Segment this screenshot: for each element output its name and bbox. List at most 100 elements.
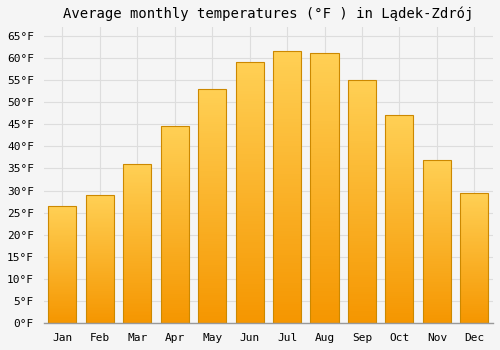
Bar [86, 272, 114, 273]
Bar [236, 250, 264, 253]
Bar [423, 192, 451, 194]
Bar [160, 150, 189, 152]
Bar [273, 304, 301, 307]
Bar [273, 239, 301, 241]
Bar [386, 145, 413, 147]
Bar [386, 215, 413, 217]
Bar [123, 257, 152, 258]
Bar [310, 288, 338, 291]
Bar [160, 237, 189, 239]
Bar [198, 107, 226, 110]
Bar [198, 183, 226, 185]
Bar [236, 253, 264, 256]
Bar [423, 297, 451, 299]
Bar [423, 284, 451, 286]
Bar [160, 164, 189, 166]
Bar [310, 164, 338, 167]
Bar [198, 112, 226, 114]
Bar [460, 244, 488, 245]
Bar [86, 254, 114, 255]
Bar [348, 262, 376, 265]
Bar [86, 250, 114, 251]
Bar [348, 287, 376, 289]
Bar [48, 205, 76, 207]
Bar [86, 264, 114, 266]
Bar [48, 314, 76, 315]
Bar [460, 212, 488, 214]
Bar [160, 245, 189, 246]
Bar [460, 227, 488, 228]
Bar [123, 191, 152, 193]
Bar [198, 157, 226, 159]
Bar [423, 227, 451, 228]
Bar [310, 188, 338, 191]
Bar [160, 320, 189, 321]
Bar [86, 313, 114, 314]
Bar [310, 183, 338, 186]
Bar [198, 199, 226, 201]
Bar [86, 314, 114, 316]
Bar [86, 195, 114, 196]
Bar [310, 240, 338, 242]
Bar [123, 178, 152, 180]
Bar [423, 161, 451, 163]
Bar [386, 219, 413, 222]
Bar [460, 289, 488, 291]
Bar [160, 288, 189, 290]
Bar [423, 237, 451, 238]
Bar [160, 284, 189, 286]
Bar [423, 302, 451, 304]
Bar [460, 310, 488, 312]
Bar [273, 138, 301, 141]
Bar [386, 309, 413, 311]
Bar [460, 223, 488, 224]
Bar [386, 294, 413, 296]
Bar [123, 167, 152, 169]
Bar [273, 217, 301, 220]
Bar [460, 199, 488, 201]
Bar [198, 100, 226, 103]
Bar [48, 243, 76, 244]
Bar [386, 153, 413, 155]
Bar [386, 238, 413, 240]
Bar [386, 180, 413, 182]
Bar [160, 294, 189, 296]
Bar [123, 175, 152, 177]
Bar [198, 218, 226, 220]
Bar [86, 299, 114, 300]
Bar [160, 203, 189, 205]
Bar [273, 244, 301, 247]
Bar [348, 170, 376, 173]
Bar [236, 216, 264, 219]
Bar [48, 244, 76, 246]
Bar [386, 267, 413, 269]
Bar [423, 232, 451, 233]
Bar [236, 237, 264, 240]
Bar [198, 138, 226, 140]
Bar [198, 105, 226, 107]
Bar [86, 320, 114, 321]
Bar [310, 251, 338, 253]
Bar [460, 292, 488, 293]
Bar [348, 158, 376, 160]
Bar [348, 194, 376, 197]
Bar [310, 232, 338, 234]
Bar [160, 223, 189, 225]
Bar [273, 274, 301, 277]
Bar [460, 193, 488, 194]
Bar [273, 152, 301, 155]
Bar [236, 164, 264, 167]
Bar [86, 195, 114, 323]
Bar [160, 252, 189, 254]
Bar [123, 196, 152, 197]
Bar [423, 223, 451, 225]
Bar [198, 215, 226, 218]
Bar [386, 190, 413, 192]
Bar [423, 238, 451, 240]
Bar [273, 68, 301, 70]
Bar [273, 168, 301, 171]
Bar [460, 243, 488, 244]
Bar [86, 203, 114, 204]
Bar [48, 233, 76, 234]
Bar [160, 314, 189, 315]
